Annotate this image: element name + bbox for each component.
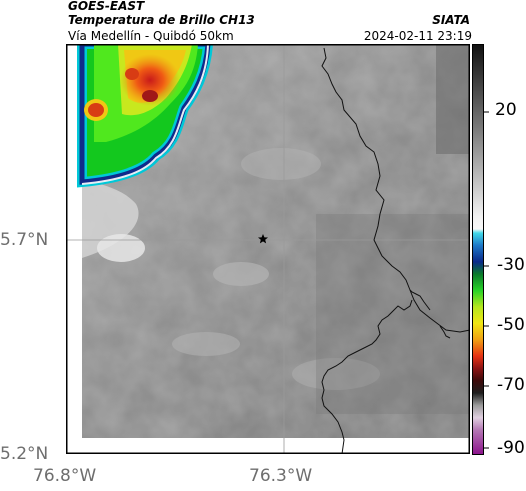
colorbar-tick-label: -30 [497,255,525,275]
map-border [66,44,470,454]
colorbar-tick-label: -50 [497,315,525,335]
colorbar [472,44,484,455]
region-subtitle: Vía Medellín - Quibdó 50km [68,29,234,43]
product-title: Temperatura de Brillo CH13 [68,13,255,27]
timestamp-label: 2024-02-11 23:19 [363,29,472,43]
colorbar-tick-label: -90 [497,438,525,458]
organization-label: SIATA [432,13,470,27]
colorbar-tick-label: -70 [497,375,525,395]
latitude-label-upper: 5.7°N [0,230,49,250]
longitude-label-center: 76.3°W [249,466,313,486]
brightness-temperature-field [66,44,470,454]
satellite-map[interactable] [66,44,470,454]
grid-lines [66,44,470,454]
longitude-label-left: 76.8°W [33,466,97,486]
city-marker[interactable] [258,234,268,244]
satellite-title: GOES-EAST [68,0,145,13]
latitude-label-lower: 5.2°N [0,444,49,464]
star-icon[interactable] [258,234,268,244]
colorbar-ticks [484,111,489,449]
political-borders [321,47,470,454]
colorbar-tick-label: 20 [495,100,517,120]
